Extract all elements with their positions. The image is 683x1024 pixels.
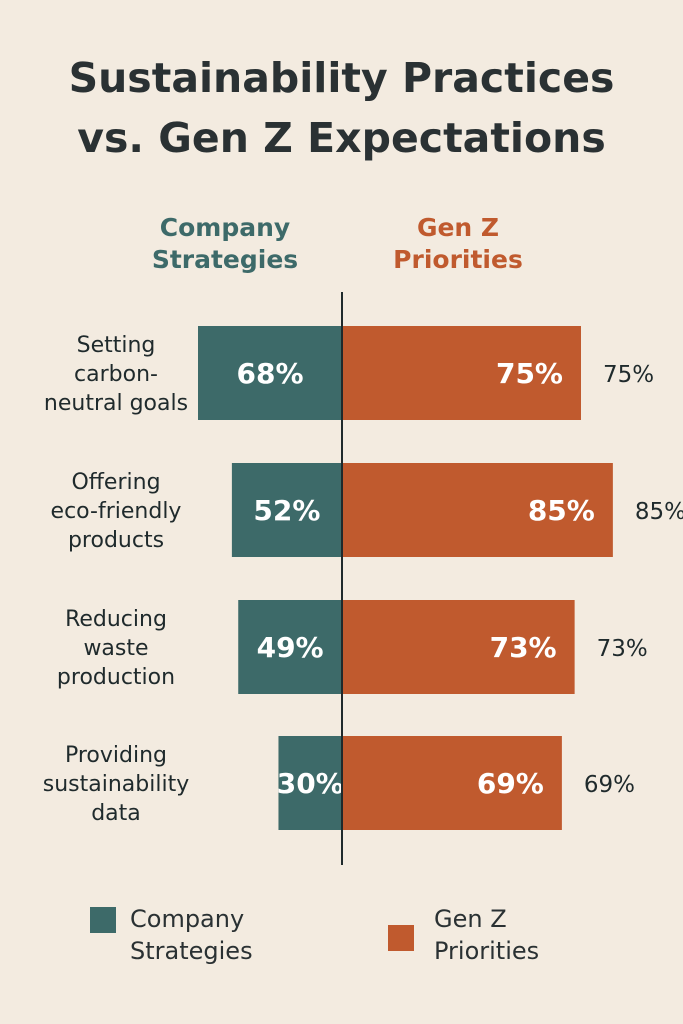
legend-label-company: Company Strategies	[130, 903, 253, 967]
legend-label-genz: Gen Z Priorities	[434, 903, 539, 967]
genz-outside-value-label: 85%	[635, 499, 683, 525]
legend-genz-line-1: Gen Z	[434, 905, 507, 933]
category-label-line: Setting	[77, 333, 156, 358]
category-label-line: Providing	[65, 743, 167, 768]
company-bar-value-label: 52%	[253, 494, 320, 527]
genz-bar-value-label: 69%	[477, 767, 544, 800]
company-bar	[238, 600, 342, 694]
legend-swatch-company	[90, 907, 116, 933]
category-label-line: sustainability	[43, 772, 189, 797]
category-label-line: eco-friendly	[51, 499, 182, 524]
category-label-line: Offering	[71, 470, 160, 495]
category-label-line: products	[68, 528, 164, 553]
genz-column-header: Gen Z Priorities	[348, 212, 568, 276]
company-bar-value-label: 49%	[257, 631, 324, 664]
category-label-line: waste	[83, 636, 148, 661]
company-header-line-2: Strategies	[151, 245, 299, 274]
legend-genz-line-2: Priorities	[434, 937, 540, 965]
genz-bar	[342, 600, 575, 694]
chart-title-line-2: vs. Gen Z Expectations	[77, 114, 606, 162]
legend-swatch-genz	[388, 925, 414, 951]
company-bar-value-label: 68%	[236, 357, 303, 390]
genz-outside-value-label: 75%	[603, 362, 654, 388]
genz-header-line-1: Gen Z	[416, 213, 500, 242]
legend-company-line-1: Company	[130, 905, 245, 933]
genz-outside-value-label: 69%	[584, 772, 635, 798]
company-bar	[198, 326, 342, 420]
legend-item-genz: Gen Z Priorities	[388, 903, 539, 967]
company-bar	[231, 463, 342, 557]
company-header-line-1: Company	[159, 213, 291, 242]
genz-bar	[342, 326, 581, 420]
company-bar	[278, 736, 342, 830]
legend-item-company: Company Strategies	[90, 903, 253, 967]
category-label-line: data	[91, 801, 141, 826]
company-column-header: Company Strategies	[115, 212, 335, 276]
genz-bar-value-label: 85%	[528, 494, 595, 527]
legend-company-line-2: Strategies	[130, 937, 253, 965]
genz-outside-value-label: 73%	[597, 636, 648, 662]
genz-bar-value-label: 75%	[496, 357, 563, 390]
company-bar-value-label: 30%	[277, 767, 344, 800]
category-label-line: carbon-	[74, 362, 158, 387]
chart-title: Sustainability Practices vs. Gen Z Expec…	[0, 48, 683, 168]
genz-bar	[342, 736, 562, 830]
genz-bar	[342, 463, 613, 557]
genz-bar-value-label: 73%	[490, 631, 557, 664]
chart-title-line-1: Sustainability Practices	[68, 54, 615, 102]
category-label-line: neutral goals	[44, 391, 188, 416]
category-label-line: Reducing	[65, 607, 167, 632]
category-label-line: production	[57, 665, 175, 690]
genz-header-line-2: Priorities	[393, 245, 523, 274]
